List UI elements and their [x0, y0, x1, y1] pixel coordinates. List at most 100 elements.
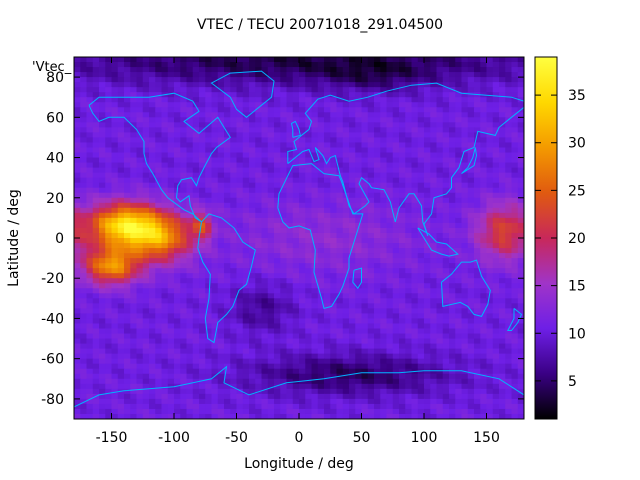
heatmap-cell [205, 398, 213, 405]
heatmap-cell [167, 238, 175, 244]
heatmap-cell [405, 303, 413, 309]
heatmap-cell [430, 157, 438, 164]
heatmap-cell [486, 263, 494, 269]
heatmap-cell [242, 268, 250, 274]
heatmap-cell [161, 273, 169, 279]
heatmap-cell [74, 97, 81, 103]
heatmap-cell [86, 248, 94, 254]
heatmap-cell [492, 137, 500, 144]
heatmap-cell [374, 202, 381, 209]
heatmap-cell [342, 348, 350, 355]
heatmap-cell [105, 323, 113, 330]
heatmap-cell [99, 248, 106, 254]
heatmap-cell [199, 72, 206, 78]
heatmap-cell [267, 222, 275, 229]
heatmap-cell [205, 67, 213, 73]
heatmap-cell [467, 72, 475, 78]
heatmap-cell [217, 217, 225, 224]
heatmap-cell [192, 238, 200, 244]
heatmap-cell [124, 187, 131, 194]
heatmap-cell [155, 358, 163, 365]
heatmap-cell [161, 283, 169, 289]
heatmap-cell [74, 338, 81, 345]
heatmap-cell [136, 167, 144, 174]
heatmap-cell [92, 293, 100, 299]
heatmap-cell [192, 97, 200, 103]
heatmap-cell [255, 303, 263, 309]
heatmap-cell [117, 77, 125, 83]
heatmap-cell [349, 308, 356, 315]
heatmap-cell [436, 167, 444, 174]
heatmap-cell [442, 273, 450, 279]
heatmap-cell [274, 333, 281, 340]
heatmap-cell [355, 343, 363, 350]
heatmap-cell [499, 253, 506, 259]
heatmap-cell [205, 182, 213, 189]
heatmap-cell [124, 232, 131, 239]
heatmap-cell [380, 67, 388, 73]
heatmap-cell [74, 393, 81, 400]
heatmap-cell [430, 303, 438, 309]
heatmap-cell [461, 187, 469, 194]
heatmap-cell [361, 107, 369, 113]
heatmap-cell [324, 102, 331, 108]
heatmap-cell [249, 393, 256, 400]
heatmap-cell [455, 378, 463, 385]
heatmap-cell [499, 82, 506, 88]
heatmap-cell [236, 318, 244, 325]
heatmap-cell [161, 368, 169, 375]
heatmap-cell [361, 137, 369, 144]
heatmap-cell [424, 157, 431, 164]
heatmap-cell [455, 273, 463, 279]
heatmap-cell [267, 132, 275, 139]
heatmap-cell [167, 97, 175, 103]
heatmap-cell [230, 147, 238, 154]
heatmap-cell [399, 238, 406, 244]
heatmap-cell [430, 263, 438, 269]
heatmap-cell [155, 77, 163, 83]
heatmap-cell [261, 197, 269, 204]
heatmap-cell [386, 182, 394, 189]
heatmap-cell [399, 328, 406, 335]
heatmap-cell [467, 333, 475, 340]
heatmap-cell [361, 393, 369, 400]
heatmap-cell [149, 318, 156, 325]
heatmap-cell [480, 298, 488, 304]
heatmap-cell [249, 378, 256, 385]
heatmap-cell [499, 383, 506, 390]
heatmap-cell [374, 142, 381, 149]
heatmap-cell [417, 293, 425, 299]
heatmap-cell [99, 102, 106, 108]
heatmap-cell [336, 197, 344, 204]
heatmap-cell [286, 363, 294, 370]
heatmap-cell [242, 177, 250, 184]
heatmap-cell [180, 187, 188, 194]
heatmap-cell [355, 182, 363, 189]
heatmap-cell [86, 127, 94, 134]
heatmap-cell [474, 323, 481, 330]
heatmap-cell [211, 278, 219, 284]
heatmap-cell [461, 253, 469, 259]
heatmap-cell [399, 192, 406, 199]
heatmap-cell [417, 107, 425, 113]
heatmap-cell [380, 217, 388, 224]
heatmap-cell [405, 268, 413, 274]
heatmap-cell [192, 147, 200, 154]
heatmap-cell [111, 378, 119, 385]
heatmap-cell [311, 177, 319, 184]
heatmap-cell [442, 132, 450, 139]
heatmap-cell [192, 298, 200, 304]
heatmap-cell [105, 303, 113, 309]
heatmap-cell [299, 62, 306, 68]
heatmap-cell [211, 378, 219, 385]
heatmap-cell [342, 263, 350, 269]
heatmap-cell [149, 283, 156, 289]
heatmap-cell [255, 147, 263, 154]
heatmap-cell [467, 152, 475, 159]
heatmap-cell [292, 333, 300, 340]
heatmap-cell [117, 222, 125, 229]
heatmap-cell [355, 238, 363, 244]
heatmap-cell [486, 132, 494, 139]
heatmap-cell [417, 187, 425, 194]
heatmap-cell [374, 358, 381, 365]
